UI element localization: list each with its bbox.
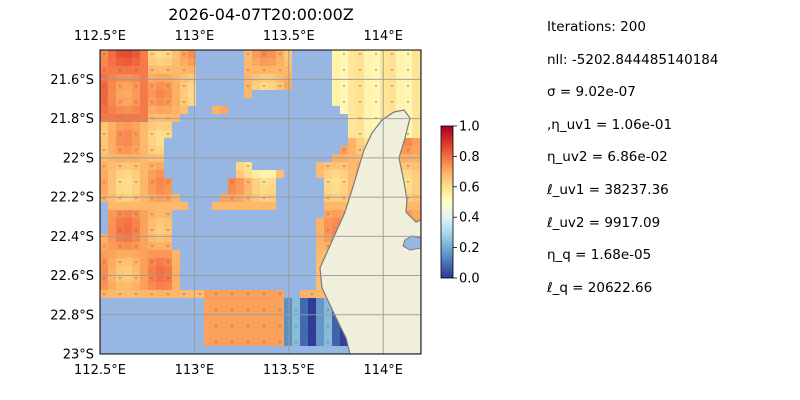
stat-line: ℓ_uv2 = 9917.09: [547, 214, 661, 231]
stat-line: ℓ_uv1 = 38237.36: [547, 182, 669, 198]
colorbar-tick-label: 0.8: [459, 150, 480, 165]
colorbar-tick-label: 1.0: [459, 120, 480, 135]
stat-line: nll: -5202.844485140184: [547, 51, 719, 68]
colorbar-tick-label: 0.0: [459, 272, 480, 287]
y-tick-label: 21.6°S: [50, 73, 94, 88]
coastline-landmass: [319, 50, 421, 354]
colorbar-tick-label: 0.2: [459, 241, 480, 256]
x-tick-label-top: 113.5°E: [263, 29, 315, 44]
y-tick-label: 23°S: [63, 348, 94, 363]
x-tick-label-top: 114°E: [363, 29, 403, 44]
y-tick-label: 22.4°S: [50, 230, 94, 245]
y-tick-labels: 21.6°S 21.8°S 22°S 22.2°S 22.4°S 22.6°S 22.8°S…: [50, 73, 94, 363]
map-area: [100, 50, 421, 354]
x-tick-label-top: 112.5°E: [74, 29, 126, 44]
x-tick-label-bottom: 113.5°E: [263, 363, 315, 378]
x-tick-label-top: 113°E: [175, 29, 215, 44]
colorbar-gradient: [440, 125, 454, 279]
stat-line: η_uv2 = 6.86e-02: [547, 149, 668, 166]
y-tick-label: 22°S: [63, 151, 94, 166]
graticule: [100, 50, 421, 354]
x-tick-labels-bottom: 112.5°E 113°E 113.5°E 114°E: [74, 363, 403, 378]
y-tick-label: 22.6°S: [50, 269, 94, 284]
y-tick-label: 22.8°S: [50, 308, 94, 323]
x-tick-labels-top: 112.5°E 113°E 113.5°E 114°E: [74, 29, 403, 44]
chart-title: 2026-04-07T20:00:00Z: [168, 5, 354, 24]
x-tick-label-bottom: 114°E: [363, 363, 403, 378]
x-tick-label-bottom: 112.5°E: [74, 363, 126, 378]
map-frame: [99, 49, 422, 355]
stat-line: Iterations: 200: [547, 19, 646, 35]
colorbar-tick-label: 0.4: [459, 211, 480, 226]
x-tick-label-bottom: 113°E: [175, 363, 215, 378]
y-tick-label: 22.2°S: [50, 191, 94, 206]
stat-line: σ = 9.02e-07: [547, 84, 636, 101]
colorbar: 1.0 0.8 0.6 0.4 0.2 0.0: [440, 120, 480, 287]
stat-line: η_q = 1.68e-05: [547, 247, 652, 264]
stat-line: ℓ_q = 20622.66: [547, 279, 653, 296]
stat-line: ,η_uv1 = 1.06e-01: [547, 116, 673, 133]
y-tick-label: 21.8°S: [50, 112, 94, 127]
colorbar-tick-label: 0.6: [459, 180, 480, 195]
colorbar-ticks: 1.0 0.8 0.6 0.4 0.2 0.0: [453, 120, 480, 287]
